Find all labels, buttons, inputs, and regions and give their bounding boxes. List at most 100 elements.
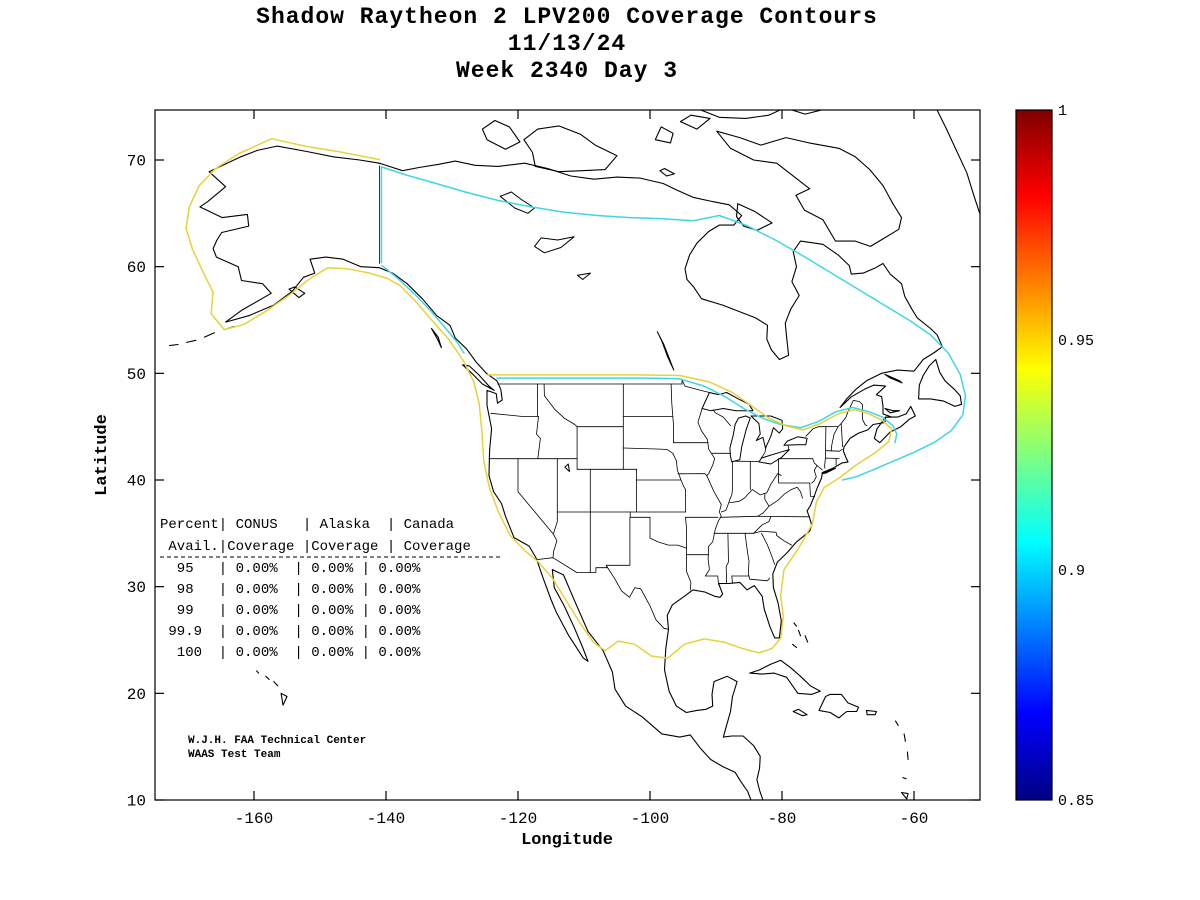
state-border-path <box>697 408 722 577</box>
coastline-path <box>900 791 909 800</box>
annotation-team: WAAS Test Team <box>188 749 281 761</box>
state-border-path <box>840 423 843 448</box>
coastline-path <box>280 692 288 706</box>
state-border-path <box>720 473 782 513</box>
coastline-path <box>894 720 899 726</box>
coastline-path <box>700 110 781 119</box>
colorbar-labels-group: 1 0.95 0.9 0.85 <box>1058 103 1094 810</box>
coverage-contour-90-path <box>496 377 898 444</box>
coastline-path <box>884 407 901 414</box>
state-border-path <box>830 426 839 452</box>
colorbar-tick-label: 0.95 <box>1058 333 1094 350</box>
coastline-path <box>481 119 521 150</box>
state-border-path <box>672 452 686 513</box>
coastline-path <box>918 358 963 407</box>
lake-outline-path <box>750 415 784 449</box>
coastline-path <box>288 286 306 299</box>
state-border-path <box>685 516 692 591</box>
coastline-path <box>804 635 809 643</box>
map-area <box>168 110 980 800</box>
state-border-path <box>517 458 554 535</box>
coastline-path <box>679 114 711 130</box>
coastline-path <box>884 373 903 384</box>
x-tick-label: -120 <box>499 810 537 828</box>
y-tick-label: 60 <box>127 259 146 277</box>
state-border-path <box>731 575 770 582</box>
plot-subtitle-week: Week 2340 Day 3 <box>456 58 678 84</box>
table-row: 98 | 0.00% | 0.00% | 0.00% <box>160 582 421 598</box>
state-border-path <box>753 530 792 546</box>
coastline-path <box>903 733 906 742</box>
lake-outline-path <box>758 449 790 465</box>
coastline-path <box>273 681 279 687</box>
state-border-path <box>778 458 811 484</box>
coastline-path <box>865 709 877 716</box>
coastline-path <box>873 405 916 444</box>
coastline-path <box>735 203 773 231</box>
coastline-path <box>265 675 270 681</box>
state-border-path <box>816 465 823 471</box>
state-border-path <box>761 532 775 565</box>
state-border-path <box>536 416 541 460</box>
state-borders-group <box>379 165 868 630</box>
contour-90-group <box>380 166 967 481</box>
state-border-path <box>753 515 772 534</box>
lake-outline-path <box>783 436 808 446</box>
state-border-path <box>553 458 558 534</box>
coastline-path <box>906 751 909 761</box>
coastline-path <box>168 343 179 347</box>
state-border-path <box>622 447 674 454</box>
coastline-path <box>654 126 674 144</box>
lake-outline-path <box>656 331 675 371</box>
state-border-path <box>825 448 843 452</box>
state-border-path <box>719 515 810 518</box>
state-border-path <box>725 532 729 584</box>
coastline-path <box>716 130 903 247</box>
table-row: 100 | 0.00% | 0.00% | 0.00% <box>160 645 421 661</box>
y-tick-label: 40 <box>127 472 146 490</box>
coastline-path <box>902 777 907 780</box>
lake-outline-path <box>499 191 535 214</box>
coastline-path <box>818 693 860 719</box>
state-border-path <box>490 412 539 417</box>
table-header-2: Avail.|Coverage |Coverage | Coverage <box>160 539 471 555</box>
coastline-path <box>523 125 618 173</box>
state-border-path <box>677 473 708 477</box>
x-axis-label: Longitude <box>521 831 613 850</box>
state-border-path <box>712 409 731 426</box>
state-border-path <box>824 426 827 469</box>
plot-subtitle-date: 11/13/24 <box>508 31 626 57</box>
state-border-path <box>811 458 818 484</box>
axis-ticks-group: -160 -140 -120 -100 -80 -60 10 20 30 40 50 60 70 <box>127 110 980 828</box>
coastline-path <box>797 629 802 637</box>
coastline-path <box>430 327 442 349</box>
state-border-path <box>809 482 816 497</box>
lake-outline-path <box>564 463 570 472</box>
coverage-contour-90-path <box>380 166 967 481</box>
coverage-contour-90-path <box>381 264 465 354</box>
coastline-path <box>936 110 980 214</box>
coastline-path <box>462 364 495 391</box>
state-border-path <box>805 423 842 437</box>
coastline-path <box>186 339 197 343</box>
state-border-path <box>744 532 750 577</box>
table-row: 99.9 | 0.00% | 0.00% | 0.00% <box>160 624 421 640</box>
y-tick-label: 20 <box>127 686 146 704</box>
state-border-path <box>543 383 578 428</box>
colorbar <box>1015 109 1053 801</box>
coastline-group <box>168 110 980 800</box>
state-border-path <box>760 447 767 459</box>
coastline-path <box>793 622 798 627</box>
y-tick-label: 30 <box>127 579 146 597</box>
y-tick-label: 70 <box>127 152 146 170</box>
state-border-path <box>731 575 733 584</box>
table-header-1: Percent| CONUS | Alaska | Canada <box>160 517 454 533</box>
state-border-path <box>670 383 674 444</box>
state-border-path <box>605 516 631 566</box>
state-border-path <box>768 486 803 507</box>
table-row: 95 | 0.00% | 0.00% | 0.00% <box>160 561 421 577</box>
lake-outline-path <box>729 415 751 463</box>
coastline-path <box>659 167 675 177</box>
coastline-path <box>749 659 821 695</box>
